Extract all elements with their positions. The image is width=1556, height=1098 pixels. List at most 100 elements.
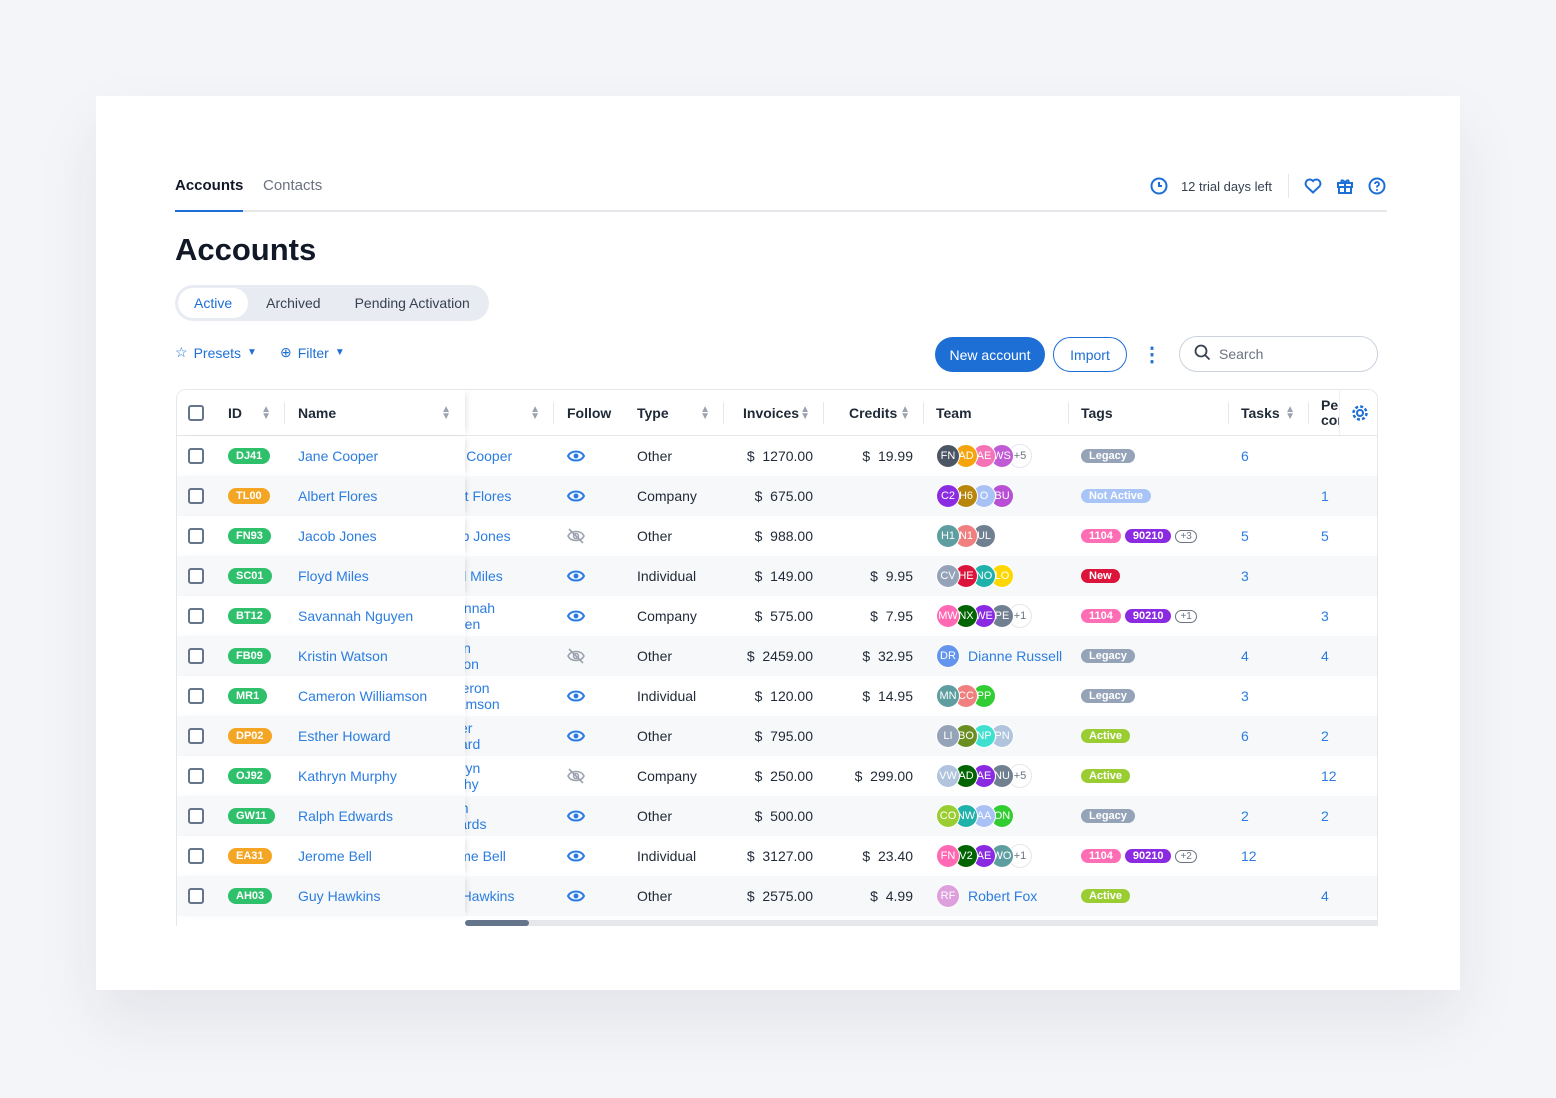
team-avatar[interactable]: ON	[990, 804, 1014, 828]
name-scrolled-cell[interactable]: Kristin Watson	[465, 640, 479, 672]
per-cell[interactable]: 4	[1321, 648, 1329, 664]
team-avatar[interactable]: LI	[936, 724, 960, 748]
row-checkbox[interactable]	[188, 676, 204, 716]
tasks-cell[interactable]: 6	[1241, 448, 1249, 464]
row-checkbox[interactable]	[188, 796, 204, 836]
per-cell[interactable]: 1	[1321, 488, 1329, 504]
search-input[interactable]: Search	[1179, 336, 1378, 372]
per-cell[interactable]: 4	[1321, 888, 1329, 904]
tasks-cell[interactable]: 3	[1241, 568, 1249, 584]
name-scrolled-cell[interactable]: Jerome Bell	[465, 848, 506, 864]
presets-button[interactable]: ☆ Presets ▼	[175, 344, 257, 361]
scrollbar-thumb[interactable]	[465, 920, 529, 926]
col-name[interactable]: Name ▲ ▼	[285, 390, 465, 435]
team-avatar[interactable]: RF	[936, 884, 960, 908]
team-avatar[interactable]: HE	[954, 564, 978, 588]
name-scrolled-cell[interactable]: Jacob Jones	[465, 528, 511, 544]
account-name-link[interactable]: Jacob Jones	[298, 528, 377, 544]
team-avatar[interactable]: VW	[936, 764, 960, 788]
team-avatar[interactable]: H1	[936, 524, 960, 548]
segment-pending-activation[interactable]: Pending Activation	[354, 295, 470, 311]
tasks-cell[interactable]: 4	[1241, 648, 1249, 664]
eye-icon[interactable]	[554, 876, 624, 916]
tasks-cell[interactable]: 6	[1241, 728, 1249, 744]
team-member-name[interactable]: Robert Fox	[968, 888, 1038, 904]
eye-icon[interactable]	[554, 436, 624, 476]
account-name-link[interactable]: Kathryn Murphy	[298, 768, 397, 784]
name-scrolled-cell[interactable]: Esther Howard	[465, 720, 481, 752]
team-avatar[interactable]: NX	[954, 604, 978, 628]
sort-icon[interactable]: ▲ ▼	[700, 403, 710, 422]
team-member-name[interactable]: Dianne Russell	[968, 648, 1063, 664]
team-avatar[interactable]: FN	[936, 844, 960, 868]
eye-off-icon[interactable]	[554, 636, 624, 676]
per-cell[interactable]: 5	[1321, 528, 1329, 544]
eye-icon[interactable]	[554, 676, 624, 716]
tags-more-badge[interactable]: +3	[1175, 529, 1197, 543]
account-name-link[interactable]: Cameron Williamson	[298, 688, 428, 704]
tasks-cell[interactable]	[1241, 876, 1301, 916]
filter-button[interactable]: ⊕ Filter ▼	[280, 344, 345, 361]
col-invoices[interactable]: Invoices ▲ ▼	[724, 390, 824, 435]
row-checkbox[interactable]	[188, 836, 204, 876]
help-icon[interactable]	[1367, 176, 1387, 196]
per-cell[interactable]: 3	[1321, 608, 1329, 624]
sort-icon[interactable]: ▲ ▼	[530, 403, 540, 422]
horizontal-scrollbar[interactable]	[465, 920, 1377, 926]
name-scrolled-cell[interactable]: Jane Cooper	[465, 448, 513, 464]
sort-icon[interactable]: ▲ ▼	[261, 403, 271, 422]
col-follow[interactable]: Follow	[567, 404, 612, 421]
tasks-cell[interactable]	[1241, 596, 1301, 636]
eye-off-icon[interactable]	[554, 756, 624, 796]
sort-icon[interactable]: ▲ ▼	[441, 403, 451, 422]
tasks-cell[interactable]: 12	[1241, 848, 1257, 864]
account-name-link[interactable]: Albert Flores	[298, 488, 378, 504]
account-name-link[interactable]: Kristin Watson	[298, 648, 388, 664]
row-checkbox[interactable]	[188, 476, 204, 516]
eye-icon[interactable]	[554, 716, 624, 756]
team-avatar[interactable]: MW	[936, 604, 960, 628]
eye-icon[interactable]	[554, 596, 624, 636]
tags-more-badge[interactable]: +1	[1175, 609, 1197, 623]
team-avatar[interactable]: CO	[936, 804, 960, 828]
name-scrolled-cell[interactable]: Savannah Nguyen	[465, 600, 496, 632]
account-name-link[interactable]: Floyd Miles	[298, 568, 369, 584]
row-checkbox[interactable]	[188, 516, 204, 556]
eye-icon[interactable]	[554, 556, 624, 596]
account-name-link[interactable]: Jane Cooper	[298, 448, 379, 464]
select-all-checkbox[interactable]	[188, 390, 204, 435]
sort-icon[interactable]: ▲ ▼	[900, 403, 910, 422]
col-tasks[interactable]: Tasks ▲ ▼	[1229, 390, 1309, 435]
column-settings-gear-icon[interactable]	[1339, 390, 1377, 435]
col-tags[interactable]: Tags	[1069, 390, 1229, 435]
account-name-link[interactable]: Savannah Nguyen	[298, 608, 414, 624]
name-scrolled-cell[interactable]: Guy Hawkins	[465, 888, 515, 904]
tasks-cell[interactable]	[1241, 756, 1301, 796]
name-scrolled-cell[interactable]: Ralph Edwards	[465, 800, 487, 832]
per-cell[interactable]: 2	[1321, 808, 1329, 824]
team-avatar[interactable]: NO	[972, 564, 996, 588]
gift-icon[interactable]	[1335, 176, 1355, 196]
tags-more-badge[interactable]: +2	[1175, 849, 1197, 863]
eye-icon[interactable]	[554, 796, 624, 836]
team-avatar[interactable]: C2	[936, 484, 960, 508]
account-name-link[interactable]: Guy Hawkins	[298, 888, 381, 904]
col-type[interactable]: Type ▲ ▼	[624, 390, 724, 435]
account-name-link[interactable]: Esther Howard	[298, 728, 391, 744]
row-checkbox[interactable]	[188, 716, 204, 756]
eye-off-icon[interactable]	[554, 516, 624, 556]
team-avatar[interactable]: AE	[972, 844, 996, 868]
row-checkbox[interactable]	[188, 876, 204, 916]
per-cell[interactable]: 12	[1321, 768, 1337, 784]
account-name-link[interactable]: Jerome Bell	[298, 848, 372, 864]
col-per[interactable]: Per con	[1321, 396, 1339, 428]
eye-icon[interactable]	[554, 836, 624, 876]
tasks-cell[interactable]: 2	[1241, 808, 1249, 824]
tab-contacts[interactable]: Contacts	[263, 177, 323, 194]
heart-icon[interactable]	[1303, 176, 1323, 196]
tasks-cell[interactable]: 3	[1241, 688, 1249, 704]
row-checkbox[interactable]	[188, 556, 204, 596]
tasks-cell[interactable]	[1241, 476, 1301, 516]
import-button[interactable]: Import	[1053, 337, 1127, 372]
col-id[interactable]: ID ▲ ▼	[215, 390, 285, 435]
